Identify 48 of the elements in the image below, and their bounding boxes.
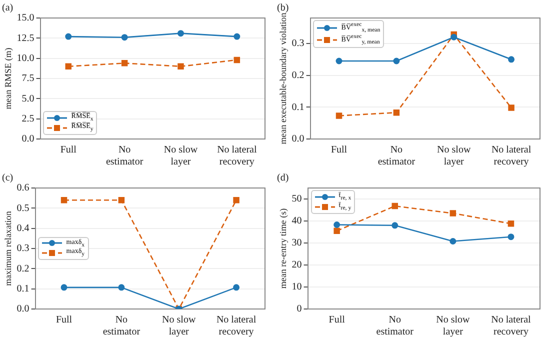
y-tick-label: 15.0 <box>16 12 34 24</box>
chart-title: (a) <box>2 2 14 14</box>
x-tick-label: No lateral recovery <box>216 314 256 338</box>
x-tick-label: No slow layer <box>436 314 471 338</box>
y-tick-label: 7.5 <box>22 73 34 84</box>
chart-title: (c) <box>2 172 14 184</box>
y-tick-label: 50 <box>292 194 302 205</box>
y-axis-title: maximum relaxation <box>2 210 13 286</box>
y-tick-label: 0.2 <box>292 70 304 81</box>
y-tick-label: 0.1 <box>292 102 304 113</box>
y-axis-title: mean re-entry time (s) <box>278 208 288 289</box>
y-tick-label: 0.1 <box>16 283 30 294</box>
x-tick-label: No lateral recovery <box>491 144 532 168</box>
chart-title: (b) <box>277 2 289 14</box>
y-tick-label: 0.0 <box>292 134 304 145</box>
y-tick-label: 0.6 <box>16 182 30 194</box>
y-tick-label: 2.5 <box>22 113 34 124</box>
x-tick-label: No lateral recovery <box>217 144 257 168</box>
y-tick-label: 0.0 <box>16 304 30 315</box>
x-tick-label: No estimator <box>106 144 144 168</box>
y-tick-label: 20 <box>292 260 302 271</box>
y-axis-title: mean RMSE (m) <box>2 48 13 110</box>
x-tick-label: Full <box>56 314 72 326</box>
x-tick-label: Full <box>60 144 77 156</box>
x-tick-label: Full <box>328 314 346 326</box>
y-tick-label: 0.4 <box>16 222 30 234</box>
y-tick-label: 5.0 <box>22 93 34 104</box>
y-tick-label: 0 <box>296 304 302 315</box>
chart-title: (d) <box>277 172 289 184</box>
y-tick-label: 0.3 <box>16 243 30 254</box>
y-tick-label: 10.0 <box>16 52 34 64</box>
y-tick-label: 0.2 <box>16 263 30 274</box>
y-tick-label: 0.3 <box>292 38 304 50</box>
x-tick-label: Full <box>330 144 348 156</box>
x-tick-label: No lateral recovery <box>491 314 532 338</box>
y-tick-label: 0.5 <box>16 202 30 214</box>
y-tick-label: 30 <box>292 238 302 249</box>
x-tick-label: No slow layer <box>164 144 198 168</box>
y-tick-label: 10 <box>292 282 302 293</box>
x-tick-label: No slow layer <box>437 144 472 168</box>
x-tick-label: No slow layer <box>162 314 196 338</box>
x-tick-label: No estimator <box>102 314 141 338</box>
y-tick-label: 12.5 <box>16 32 34 44</box>
x-tick-label: No estimator <box>376 314 414 338</box>
y-tick-label: 0.0 <box>22 134 34 145</box>
y-tick-label: 40 <box>292 216 302 227</box>
x-tick-label: No estimator <box>378 144 416 168</box>
y-axis-title: mean executable-boundary violation <box>278 12 288 144</box>
